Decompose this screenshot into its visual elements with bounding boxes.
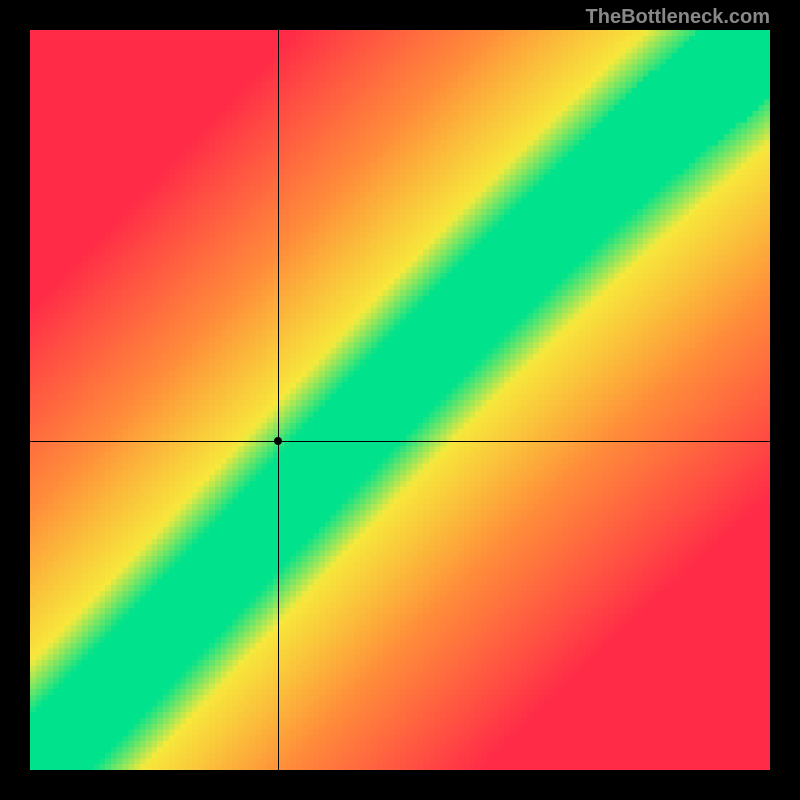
heatmap-chart	[30, 30, 770, 770]
watermark-text: TheBottleneck.com	[586, 6, 770, 29]
crosshair-marker	[274, 437, 282, 445]
crosshair-vertical	[278, 30, 279, 770]
crosshair-horizontal	[30, 441, 770, 442]
heatmap-canvas	[30, 30, 770, 770]
